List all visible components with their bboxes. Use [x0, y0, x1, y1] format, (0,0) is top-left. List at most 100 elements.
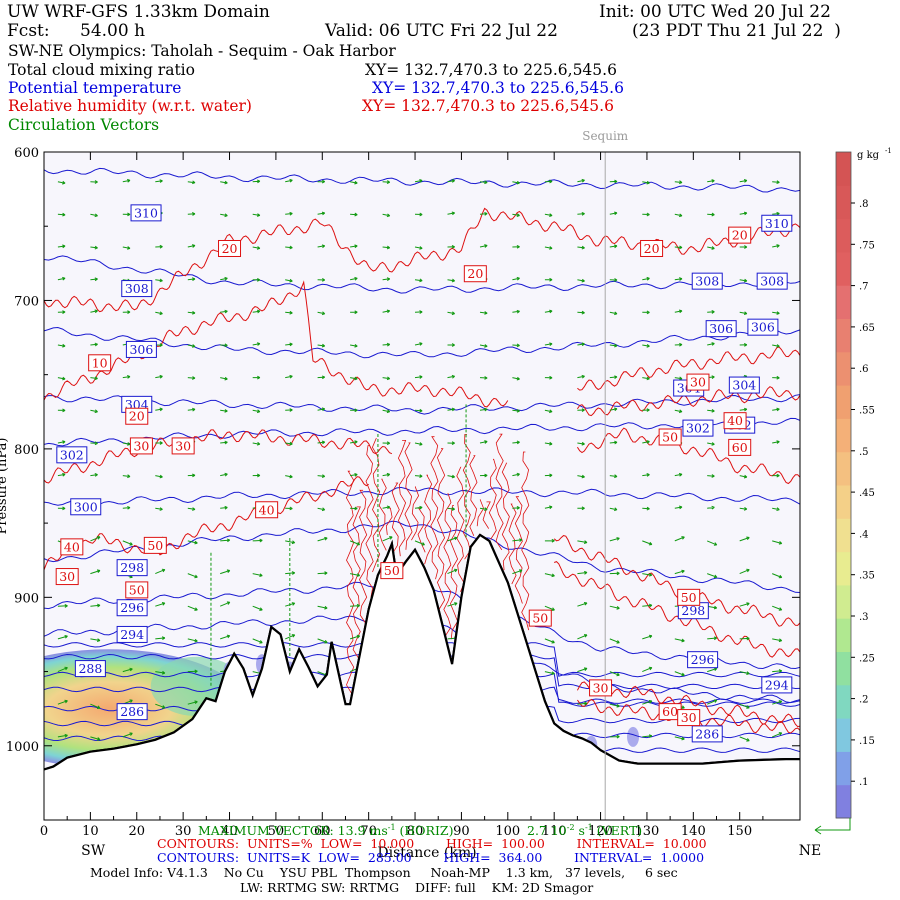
circulation-vector-9	[350, 180, 358, 185]
colorbar-tick-label-2: .7	[859, 282, 869, 293]
circulation-vector-173	[447, 407, 455, 412]
circulation-vector-34	[414, 212, 423, 217]
circulation-vector-327	[609, 638, 620, 644]
theta-label-box-2	[121, 280, 153, 298]
circulation-vector-314	[57, 635, 68, 640]
field-cloud-xy: XY= 132.7,470.3 to 225.6,545.6	[365, 61, 617, 79]
circulation-vector-86	[609, 278, 618, 282]
circulation-vector-210	[155, 474, 163, 479]
circulation-vector-21	[739, 179, 748, 183]
theta-label-4: 308	[760, 274, 784, 289]
x-tick-label-15: 150	[727, 824, 752, 839]
rh-squiggle-24	[501, 462, 510, 571]
rh-squiggle-19	[469, 455, 478, 536]
colorbar-segment-0	[836, 784, 851, 819]
circulation-vector-55	[350, 244, 358, 249]
circulation-vector-123	[317, 343, 326, 348]
rh-label-17: 50	[662, 430, 678, 445]
rh-contour-6	[576, 427, 800, 485]
model-info: Model Info: V4.1.3 No Cu YSU PBL Thompso…	[90, 865, 678, 880]
x-tick-label-1: 10	[82, 824, 99, 839]
rh-label-18: 60	[732, 440, 748, 455]
circulation-vector-217	[382, 472, 391, 477]
circulation-vector-202	[642, 440, 650, 444]
circulation-vector-1	[90, 180, 98, 184]
circulation-vector-182	[739, 407, 748, 412]
theta-label-6: 306	[709, 321, 733, 336]
circulation-vector-343	[577, 667, 588, 673]
circulation-vector-197	[479, 440, 488, 444]
circulation-vector-141	[155, 374, 163, 379]
rh-label-9: 40	[64, 539, 80, 554]
x-tick-label-5: 50	[268, 824, 285, 839]
circulation-vector-50	[187, 244, 196, 248]
theta-label-box-20	[761, 676, 793, 694]
rh-label-16: 40	[727, 413, 743, 428]
colorbar-tick-label-10: .3	[859, 612, 869, 623]
circulation-vector-139	[90, 376, 98, 381]
circulation-vector-259	[252, 538, 263, 543]
rh-label-box-13	[380, 562, 404, 580]
circulation-vector-242	[447, 507, 455, 511]
circulation-vector-180	[674, 409, 683, 414]
theta-contour-298	[44, 520, 800, 593]
circulation-vector-317	[155, 636, 166, 641]
circulation-vector-104	[447, 311, 456, 316]
rh-label-box-17	[658, 428, 682, 446]
circulation-vector-225	[642, 473, 650, 477]
rh-contour-3	[44, 476, 369, 571]
circulation-vector-288	[577, 570, 588, 575]
circulation-vector-212	[220, 472, 228, 477]
circulation-vector-284	[350, 573, 361, 577]
circulation-vector-349	[772, 669, 783, 673]
circulation-vector-150	[447, 374, 456, 379]
x-tick-label-3: 30	[175, 824, 192, 839]
circulation-vector-44	[739, 211, 748, 216]
circulation-vector-304	[350, 603, 360, 608]
circulation-vector-65	[674, 245, 683, 250]
circulation-vector-76	[285, 278, 293, 283]
circulation-vector-179	[642, 408, 650, 412]
circulation-vector-213	[252, 473, 261, 478]
circulation-vector-90	[739, 278, 748, 283]
circulation-vector-105	[479, 311, 488, 315]
circulation-vector-267	[544, 538, 555, 543]
circulation-vector-198	[512, 440, 520, 445]
colorbar-unit: g kg	[857, 150, 880, 161]
circulation-vector-326	[577, 634, 588, 640]
circulation-vector-63	[609, 244, 618, 249]
circulation-vector-254	[90, 536, 101, 542]
circulation-vector-16	[577, 178, 585, 183]
circulation-vector-77	[317, 277, 326, 282]
theta-label-18: 296	[691, 652, 715, 667]
theta-label-16: 298	[681, 603, 705, 618]
theta-label-11: 302	[60, 447, 84, 462]
circulation-vector-174	[479, 407, 488, 412]
circulation-vector-289	[609, 571, 620, 576]
circulation-vector-19	[674, 180, 683, 185]
circulation-vector-4	[187, 180, 196, 185]
circulation-vector-273	[739, 536, 750, 542]
rh-label-box-18	[728, 438, 752, 456]
circulation-vector-92	[57, 310, 66, 315]
circulation-vector-168	[285, 408, 293, 412]
theta-label-box-23	[691, 725, 723, 743]
circulation-vector-222	[544, 473, 553, 478]
rh-label-box-11	[55, 568, 79, 586]
circulation-vector-186	[122, 442, 131, 446]
colorbar-segment-2	[836, 718, 851, 752]
circulation-vector-245	[544, 505, 553, 510]
circulation-vector-134	[674, 342, 683, 347]
y-tick-label-1: 700	[14, 294, 39, 309]
circulation-vector-80	[414, 278, 423, 283]
rh-label-13: 50	[384, 563, 400, 578]
circulation-vector-7	[285, 178, 293, 183]
circulation-vector-298	[155, 602, 166, 607]
ne-label: NE	[799, 843, 821, 859]
colorbar-tick-label-11: .25	[859, 653, 875, 664]
rh-label-3: 20	[732, 228, 748, 243]
circulation-vector-154	[577, 374, 585, 379]
circulation-vector-161	[57, 408, 66, 413]
circulation-vector-54	[317, 244, 326, 249]
field-theta-name: Potential temperature	[8, 79, 182, 97]
